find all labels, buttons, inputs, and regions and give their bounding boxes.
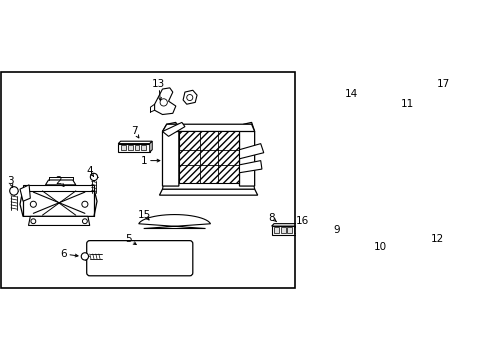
Polygon shape	[154, 88, 176, 114]
Polygon shape	[440, 92, 479, 127]
Polygon shape	[162, 122, 184, 136]
Polygon shape	[162, 183, 254, 189]
Text: 14: 14	[345, 89, 358, 99]
Text: 10: 10	[373, 242, 386, 252]
Polygon shape	[149, 141, 152, 152]
Circle shape	[82, 219, 87, 224]
Bar	[128, 145, 133, 150]
Polygon shape	[162, 124, 254, 131]
Circle shape	[31, 219, 36, 224]
Bar	[293, 227, 298, 233]
Bar	[287, 227, 292, 233]
Polygon shape	[118, 141, 152, 144]
Polygon shape	[378, 192, 424, 240]
Polygon shape	[23, 185, 94, 191]
Text: 1: 1	[141, 156, 147, 166]
Polygon shape	[303, 222, 331, 237]
Text: 11: 11	[400, 99, 413, 109]
Text: 8: 8	[268, 213, 274, 222]
Polygon shape	[411, 227, 427, 236]
Polygon shape	[239, 161, 262, 173]
Polygon shape	[162, 122, 179, 186]
Text: 4: 4	[86, 166, 93, 176]
Bar	[134, 145, 139, 150]
Text: 13: 13	[152, 79, 165, 89]
Circle shape	[186, 95, 192, 100]
Polygon shape	[20, 185, 30, 201]
Bar	[273, 227, 278, 233]
FancyBboxPatch shape	[86, 240, 192, 276]
Text: 7: 7	[131, 126, 138, 136]
Circle shape	[10, 187, 18, 195]
Bar	[121, 145, 126, 150]
Text: 17: 17	[436, 79, 449, 89]
Text: 5: 5	[125, 234, 132, 244]
Polygon shape	[159, 189, 257, 195]
Polygon shape	[336, 230, 374, 244]
Polygon shape	[271, 224, 304, 226]
Polygon shape	[433, 239, 461, 262]
Text: 12: 12	[430, 234, 444, 244]
Circle shape	[160, 99, 167, 106]
Bar	[280, 227, 285, 233]
Text: 2: 2	[55, 176, 62, 186]
Text: 3: 3	[7, 176, 14, 186]
Polygon shape	[239, 122, 254, 186]
Polygon shape	[20, 189, 97, 216]
Polygon shape	[239, 144, 263, 159]
Polygon shape	[179, 131, 239, 183]
Text: 15: 15	[138, 210, 151, 220]
Circle shape	[81, 201, 88, 207]
Circle shape	[90, 173, 98, 181]
Text: 6: 6	[60, 249, 67, 259]
Bar	[141, 145, 146, 150]
Text: 9: 9	[332, 225, 339, 235]
Polygon shape	[271, 226, 301, 235]
Circle shape	[81, 253, 88, 260]
Polygon shape	[28, 216, 90, 225]
Polygon shape	[301, 224, 304, 235]
Text: 16: 16	[295, 216, 308, 226]
Circle shape	[454, 105, 464, 114]
Polygon shape	[403, 106, 433, 131]
Circle shape	[393, 213, 403, 222]
Polygon shape	[118, 144, 149, 152]
Polygon shape	[139, 215, 210, 229]
Polygon shape	[45, 180, 76, 185]
Circle shape	[30, 201, 36, 207]
Polygon shape	[183, 90, 197, 104]
Circle shape	[348, 235, 353, 239]
